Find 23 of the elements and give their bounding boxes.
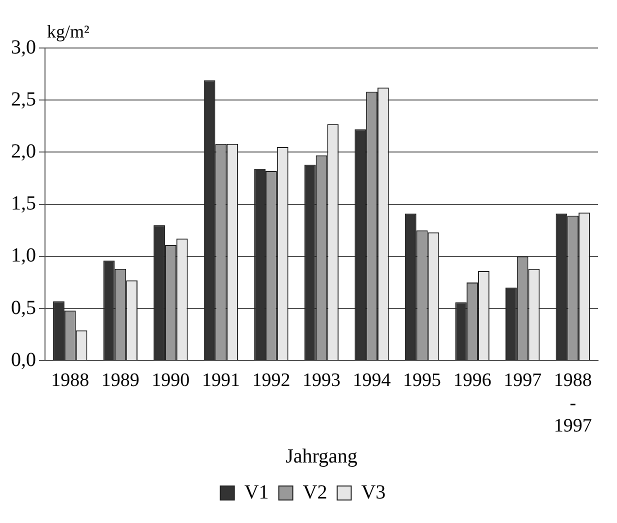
x-tick-label: 1996 bbox=[453, 370, 492, 391]
y-tick-label: 2,5 bbox=[11, 88, 36, 110]
y-tick-label: 1,5 bbox=[11, 192, 36, 215]
y-tick-label: 3,0 bbox=[11, 36, 36, 58]
x-tick-label: 1997 bbox=[504, 370, 542, 391]
x-tick-label: 1991 bbox=[202, 370, 240, 391]
legend-label: V2 bbox=[302, 481, 328, 504]
y-tick-label: 0,5 bbox=[11, 296, 36, 319]
y-axis-title: kg/m² bbox=[47, 22, 90, 42]
x-tick-label: 1994 bbox=[352, 370, 392, 391]
x-tick-label: 1988 bbox=[51, 370, 90, 391]
x-tick-label: 1993 bbox=[302, 370, 340, 391]
y-tick-label: 0,0 bbox=[11, 348, 36, 371]
y-tick-label: 1,0 bbox=[11, 244, 36, 267]
x-tick-label: 1990 bbox=[152, 370, 190, 391]
x-tick-label: 1989 bbox=[101, 370, 140, 391]
legend-label: V3 bbox=[361, 481, 386, 504]
x-axis-title: Jahrgang bbox=[286, 445, 358, 468]
x-tick-label: 1992 bbox=[252, 370, 290, 391]
legend-label: V1 bbox=[244, 481, 269, 504]
y-tick-label: 2,0 bbox=[11, 140, 36, 162]
x-tick-label: 1988-1997 bbox=[554, 370, 592, 437]
x-tick-label: 1995 bbox=[403, 370, 442, 391]
